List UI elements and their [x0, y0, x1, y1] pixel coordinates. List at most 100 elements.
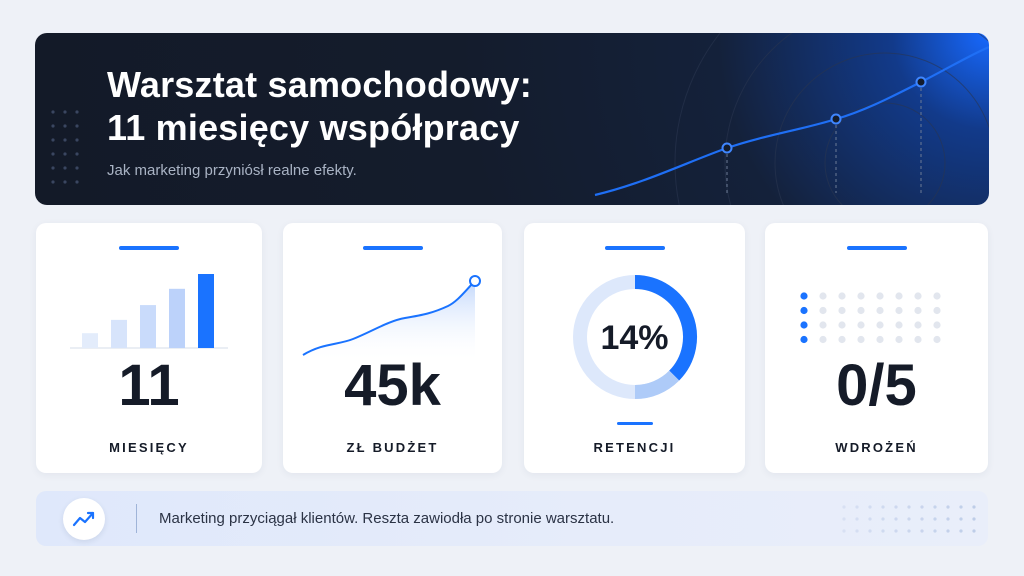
dot-grid-dot	[876, 321, 884, 329]
dot-grid-dot	[933, 292, 941, 300]
footer-dot	[907, 517, 911, 521]
dot-grid-dot	[857, 335, 865, 344]
footer-dot	[920, 517, 924, 521]
footer-dot	[894, 517, 898, 521]
stat-card-retention: 14% RETENCJI	[524, 223, 745, 473]
donut-main-segment	[634, 275, 698, 381]
footer-dot	[907, 529, 911, 533]
dot-grid-dot	[800, 292, 808, 300]
dot-grid-dot	[914, 306, 922, 315]
footer-dot	[972, 517, 976, 521]
footer-dot	[868, 529, 872, 533]
dot-grid-dot	[838, 321, 846, 329]
dot-grid-dot	[819, 292, 827, 300]
footer-dot	[946, 517, 950, 521]
footer-divider	[136, 504, 137, 533]
footer-dot	[972, 529, 976, 533]
dot-grid-dot	[876, 292, 884, 300]
trend-point	[915, 76, 927, 88]
page-title-line1: Warsztat samochodowy:	[107, 64, 532, 105]
footer-dot	[842, 517, 846, 521]
dot-grid-dot	[933, 321, 941, 329]
dot-grid-dot	[838, 292, 846, 300]
dot-grid-dot	[800, 335, 808, 344]
bar-chart-bar	[140, 305, 156, 348]
footer-dot	[920, 529, 924, 533]
footer-dot	[920, 505, 924, 509]
footer-dot	[881, 517, 885, 521]
dot-grid-dot	[819, 321, 827, 329]
footer-dot	[881, 529, 885, 533]
card-accent-bar	[362, 246, 423, 250]
donut-secondary-segment	[634, 370, 680, 399]
footer-dot	[842, 505, 846, 509]
dot-grid-dot	[857, 306, 865, 315]
line-end-point	[469, 275, 481, 287]
page-subtitle: Jak marketing przyniósł realne efekty.	[107, 162, 357, 179]
dot-grid-icon	[800, 292, 941, 344]
dot-grid-dot	[838, 335, 846, 344]
footer-dot	[959, 517, 963, 521]
dot-grid-dot	[819, 335, 827, 344]
dot-grid-dot	[819, 306, 827, 315]
stat-value-months: 11	[118, 353, 180, 418]
stat-value-implementations: 0/5	[836, 353, 917, 418]
card-accent-bar	[846, 246, 907, 250]
dot-grid-dot	[800, 306, 808, 315]
hero-banner: Warsztat samochodowy: 11 miesięcy współp…	[35, 33, 989, 205]
footer-dot	[855, 529, 859, 533]
stat-value-budget: 45k	[344, 353, 441, 418]
dot-grid-dot	[895, 306, 903, 315]
footer-dot	[894, 505, 898, 509]
footer-dot	[946, 505, 950, 509]
dot-grid-dot	[857, 292, 865, 300]
trend-point	[830, 113, 842, 125]
dot-grid-dot	[914, 335, 922, 344]
dot-grid-dot	[914, 321, 922, 329]
dot-grid-dot	[895, 292, 903, 300]
footer-dot	[933, 529, 937, 533]
stat-label-implementations: WDROŻEŃ	[835, 440, 918, 455]
bar-chart-icon	[70, 274, 228, 349]
footer-dot	[842, 529, 846, 533]
dot-grid-dot	[876, 335, 884, 344]
trend-point	[721, 142, 733, 154]
dot-grid-dot	[933, 335, 941, 344]
footer-dot	[907, 505, 911, 509]
bar-chart-bar	[198, 274, 214, 348]
card-accent-bar	[604, 246, 665, 250]
dot-grid-dot	[895, 335, 903, 344]
bar-chart-bar	[82, 333, 98, 348]
stat-card-months: 11 MIESIĘCY	[36, 223, 262, 473]
footer-dot	[855, 505, 859, 509]
footer-dot	[933, 505, 937, 509]
summary-banner: Marketing przyciągał klientów. Reszta za…	[36, 491, 988, 546]
dot-grid-dot	[838, 306, 846, 315]
footer-dot	[959, 505, 963, 509]
stat-label-months: MIESIĘCY	[109, 440, 189, 455]
decorative-dot-pattern-icon	[842, 505, 976, 533]
dot-grid-dot	[933, 306, 941, 315]
decorative-dot-grid-icon	[51, 110, 79, 184]
stat-card-implementations: 0/5 WDROŻEŃ	[765, 223, 988, 473]
donut-underline	[616, 422, 653, 425]
trend-up-icon	[63, 498, 105, 540]
footer-dot	[933, 517, 937, 521]
footer-dot	[959, 529, 963, 533]
card-accent-bar	[119, 246, 179, 250]
dot-grid-dot	[914, 292, 922, 300]
footer-dot	[894, 529, 898, 533]
line-chart-icon	[302, 275, 481, 363]
stat-card-budget: 45k ZŁ BUDŻET	[283, 223, 502, 473]
footer-dot	[868, 517, 872, 521]
dot-grid-dot	[895, 321, 903, 329]
footer-dot	[868, 505, 872, 509]
summary-text: Marketing przyciągał klientów. Reszta za…	[159, 510, 615, 527]
donut-chart-icon	[573, 275, 698, 399]
dot-grid-dot	[857, 321, 865, 329]
page-title: Warsztat samochodowy: 11 miesięcy współp…	[107, 63, 532, 149]
page-title-line2: 11 miesięcy współpracy	[107, 107, 520, 148]
bar-chart-bar	[111, 319, 127, 348]
stat-value-retention: 14%	[600, 319, 669, 357]
dot-grid-dot	[876, 306, 884, 315]
